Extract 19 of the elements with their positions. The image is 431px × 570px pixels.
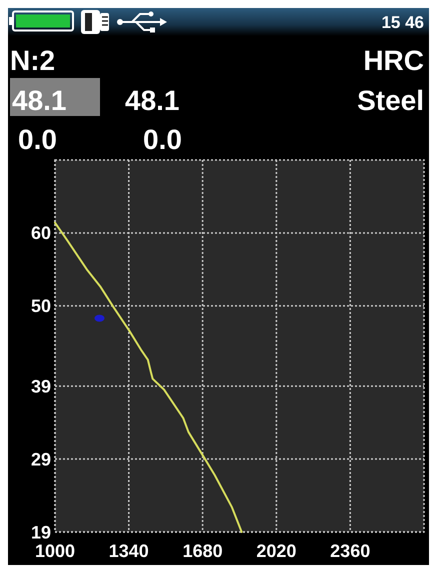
text: 48.1: [12, 85, 66, 116]
x-tick-label: 1340: [108, 541, 149, 561]
text: N:2: [10, 45, 56, 76]
text: 15 46: [381, 13, 424, 32]
x-tick-label: 1000: [34, 541, 76, 561]
text: HRC: [363, 45, 424, 76]
y-tick-label: 50: [30, 296, 51, 316]
x-tick-label: 1680: [182, 541, 223, 561]
y-tick-label: 60: [30, 223, 51, 244]
y-tick-label: 29: [30, 449, 51, 470]
text: 0.0: [143, 124, 182, 155]
x-tick-label: 2360: [330, 541, 370, 561]
line-series: [54, 222, 243, 533]
y-tick-label: 19: [30, 522, 51, 542]
text: 48.1: [125, 85, 180, 116]
text: Steel: [357, 85, 424, 116]
x-tick-label: 2020: [256, 541, 296, 561]
y-tick-label: 39: [30, 376, 51, 396]
text: 0.0: [18, 124, 57, 155]
